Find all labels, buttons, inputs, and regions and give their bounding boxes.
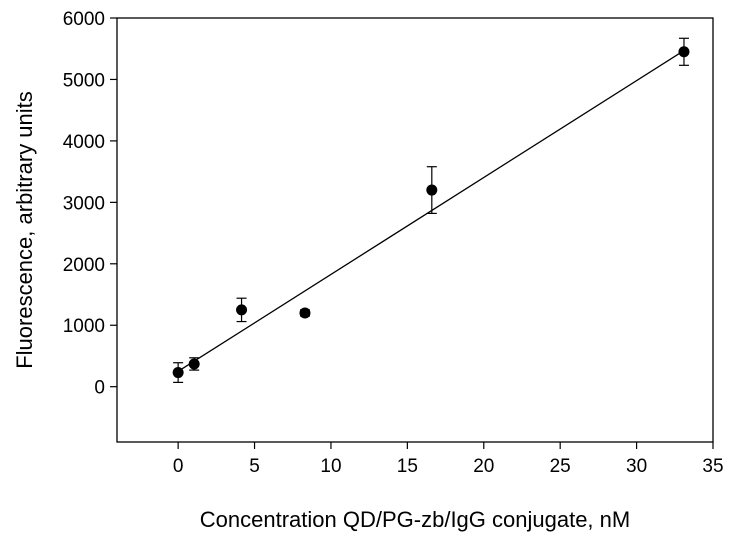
plot-area <box>116 17 714 443</box>
fit-line <box>177 50 685 372</box>
y-tick-label: 3000 <box>63 193 105 214</box>
y-tick-label: 5000 <box>63 70 105 91</box>
x-axis-title: Concentration QD/PG-zb/IgG conjugate, nM <box>200 507 630 532</box>
data-point <box>188 358 200 370</box>
plot-frame <box>116 17 714 443</box>
x-tick-label: 25 <box>550 456 571 477</box>
y-tick-label: 6000 <box>63 9 105 30</box>
x-tick-label: 35 <box>702 456 723 477</box>
data-point <box>299 307 311 319</box>
y-tick-label: 0 <box>94 378 105 399</box>
y-tick-label: 4000 <box>63 132 105 153</box>
x-tick-label: 30 <box>626 456 647 477</box>
y-tick-label: 1000 <box>63 316 105 337</box>
data-point <box>426 184 438 196</box>
x-tick-label: 10 <box>320 456 341 477</box>
x-axis-ticks: 0 5 10 15 20 25 30 35 <box>173 442 724 477</box>
data-point <box>678 46 690 58</box>
y-axis-title: Fluorescence, arbitrary units <box>12 91 37 369</box>
y-axis-ticks: 0 1000 2000 3000 4000 5000 6000 <box>63 9 117 399</box>
x-tick-label: 5 <box>249 456 260 477</box>
data-point <box>172 367 184 379</box>
data-point <box>236 304 248 316</box>
x-tick-label: 0 <box>173 456 184 477</box>
y-tick-label: 2000 <box>63 255 105 276</box>
x-tick-label: 15 <box>397 456 418 477</box>
x-tick-label: 20 <box>473 456 494 477</box>
